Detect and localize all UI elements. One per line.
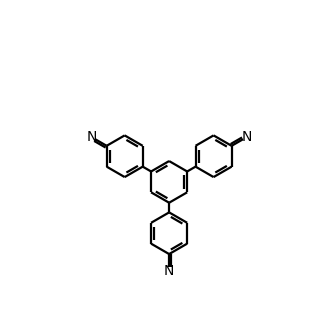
Text: N: N (242, 130, 252, 144)
Text: N: N (86, 130, 97, 144)
Text: N: N (164, 264, 174, 278)
